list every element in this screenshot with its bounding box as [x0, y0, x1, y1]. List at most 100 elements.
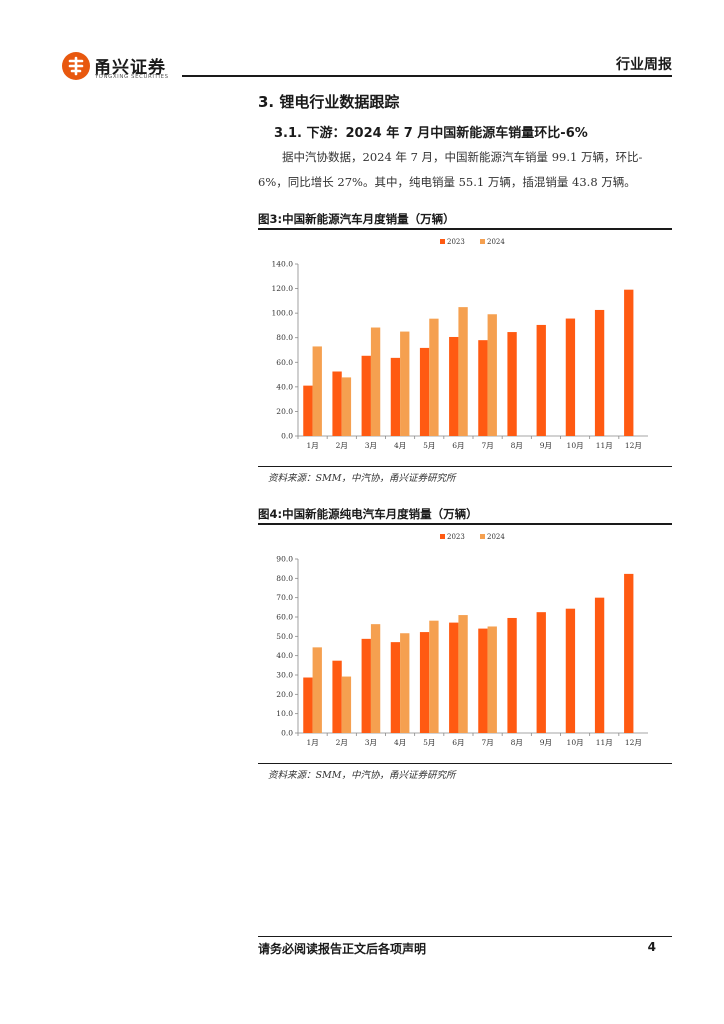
x-tick-label: 10月	[567, 441, 584, 450]
bar-2023-6	[449, 336, 459, 436]
x-tick-label: 12月	[625, 738, 642, 747]
section-title: 3. 锂电行业数据跟踪	[258, 93, 400, 111]
y-tick-label: 0.0	[281, 432, 293, 441]
bar-2024-7	[487, 314, 497, 436]
y-tick-label: 20.0	[276, 690, 293, 699]
figure-3-bottom-rule	[258, 466, 672, 467]
x-tick-label: 8月	[511, 441, 523, 450]
bar-2023-11	[594, 309, 605, 436]
y-tick-label: 40.0	[276, 651, 293, 660]
paragraph-line-1: 据中汽协数据，2024 年 7 月，中国新能源汽车销量 99.1 万辆，环比-	[282, 150, 643, 164]
y-tick-label: 30.0	[276, 671, 293, 680]
bar-2024-3	[370, 624, 381, 733]
legend-label-2024: 2024	[487, 533, 505, 541]
paragraph-line-2: 6%，同比增长 27%。其中，纯电销量 55.1 万辆，插混销量 43.8 万辆…	[258, 175, 636, 189]
bar-2023-9	[536, 612, 546, 733]
bar-2023-3	[361, 638, 371, 733]
x-tick-label: 10月	[567, 738, 584, 747]
x-tick-label: 11月	[596, 738, 613, 747]
y-tick-label: 120.0	[272, 284, 294, 293]
document-type: 行业周报	[616, 57, 672, 73]
bar-2023-9	[536, 324, 546, 436]
bar-2023-8	[507, 617, 517, 733]
figure-3-source: 资料来源：SMM，中汽协，甬兴证券研究所	[268, 473, 456, 484]
bar-2023-8	[507, 332, 517, 436]
body-paragraph: 据中汽协数据，2024 年 7 月，中国新能源汽车销量 99.1 万辆，环比- …	[258, 145, 676, 195]
x-tick-label: 1月	[306, 738, 318, 747]
logo-mark-icon	[62, 52, 90, 80]
x-tick-label: 6月	[452, 738, 464, 747]
bar-2024-1	[312, 346, 322, 436]
bar-2024-2	[341, 377, 352, 436]
bar-2024-3	[370, 327, 381, 436]
figure-4-source: 资料来源：SMM，中汽协，甬兴证券研究所	[268, 770, 456, 781]
x-tick-label: 5月	[423, 441, 435, 450]
x-tick-label: 3月	[365, 738, 377, 747]
bar-2023-2	[332, 660, 342, 733]
x-tick-label: 5月	[423, 738, 435, 747]
bar-2024-1	[312, 647, 322, 733]
logo-name: 甬兴证券	[94, 58, 166, 78]
y-tick-label: 140.0	[272, 260, 294, 269]
figure-3-chart: 2023 2024 0.0 20.0 40.0 60.0 80.0 100.0 120.0 140…	[258, 230, 672, 466]
bar-2023-11	[594, 597, 605, 733]
legend-label-2023: 2023	[447, 238, 465, 246]
y-tick-label: 40.0	[276, 382, 293, 391]
figure-4-chart-svg: 2023 2024 0.0 10.0 20.0 30.0 40.0 50.0 60.0 70.0 8…	[276, 533, 648, 747]
bar-2023-10	[565, 608, 576, 733]
footer-disclaimer: 请务必阅读报告正文后各项声明	[258, 942, 427, 956]
footer-divider	[258, 936, 672, 937]
legend-swatch-2024	[480, 534, 485, 539]
x-tick-label: 9月	[540, 441, 552, 450]
y-tick-label: 80.0	[276, 333, 293, 342]
x-tick-label: 4月	[394, 441, 406, 450]
bar-2024-4	[400, 331, 410, 436]
bar-2024-6	[458, 615, 468, 733]
y-tick-label: 10.0	[276, 709, 293, 718]
x-tick-label: 11月	[596, 441, 613, 450]
bar-2023-7	[478, 628, 488, 733]
bar-2023-1	[303, 677, 313, 733]
company-logo: 甬兴证券 YONGXING SECURITIES	[62, 52, 182, 84]
logo-subtitle: YONGXING SECURITIES	[95, 74, 169, 80]
header-divider	[182, 75, 672, 77]
legend-swatch-2024	[480, 239, 485, 244]
page-number: 4	[647, 940, 656, 954]
figure-3-title: 图3:中国新能源汽车月度销量（万辆）	[258, 212, 455, 226]
y-tick-label: 50.0	[276, 632, 293, 641]
bar-2024-6	[458, 307, 468, 436]
y-tick-label: 60.0	[276, 613, 293, 622]
bar-2023-4	[390, 642, 401, 733]
bar-2024-7	[487, 626, 497, 733]
y-tick-label: 90.0	[276, 555, 293, 564]
bar-2024-4	[400, 633, 410, 733]
legend-label-2024: 2024	[487, 238, 505, 246]
bar-2024-5	[429, 620, 439, 733]
bar-2023-5	[419, 347, 430, 436]
bar-2023-12	[624, 289, 634, 436]
legend-label-2023: 2023	[447, 533, 465, 541]
x-tick-label: 7月	[481, 738, 493, 747]
figure-4-chart: 2023 2024 0.0 10.0 20.0 30.0 40.0 50.0 60.0 70.0 8…	[258, 525, 672, 763]
x-tick-label: 2月	[336, 441, 348, 450]
bar-2024-2	[341, 676, 352, 733]
subsection-title: 3.1. 下游：2024 年 7 月中国新能源车销量环比-6%	[274, 126, 588, 141]
x-tick-label: 12月	[625, 441, 642, 450]
x-tick-label: 1月	[306, 441, 318, 450]
figure-3-top-rule	[258, 228, 672, 230]
y-tick-label: 80.0	[276, 574, 293, 583]
y-tick-label: 0.0	[281, 729, 293, 738]
legend-swatch-2023	[440, 534, 445, 539]
bar-2023-5	[419, 632, 430, 733]
bar-2023-1	[303, 385, 313, 436]
x-tick-label: 2月	[336, 738, 348, 747]
bar-2023-10	[565, 318, 576, 436]
figure-4-bottom-rule	[258, 763, 672, 764]
y-tick-label: 70.0	[276, 593, 293, 602]
x-tick-label: 4月	[394, 738, 406, 747]
bar-2023-6	[449, 622, 459, 733]
bar-2023-12	[624, 573, 634, 733]
x-tick-label: 3月	[365, 441, 377, 450]
x-tick-label: 7月	[481, 441, 493, 450]
figure-3-chart-svg: 2023 2024 0.0 20.0 40.0 60.0 80.0 100.0 120.0 140…	[272, 238, 648, 450]
